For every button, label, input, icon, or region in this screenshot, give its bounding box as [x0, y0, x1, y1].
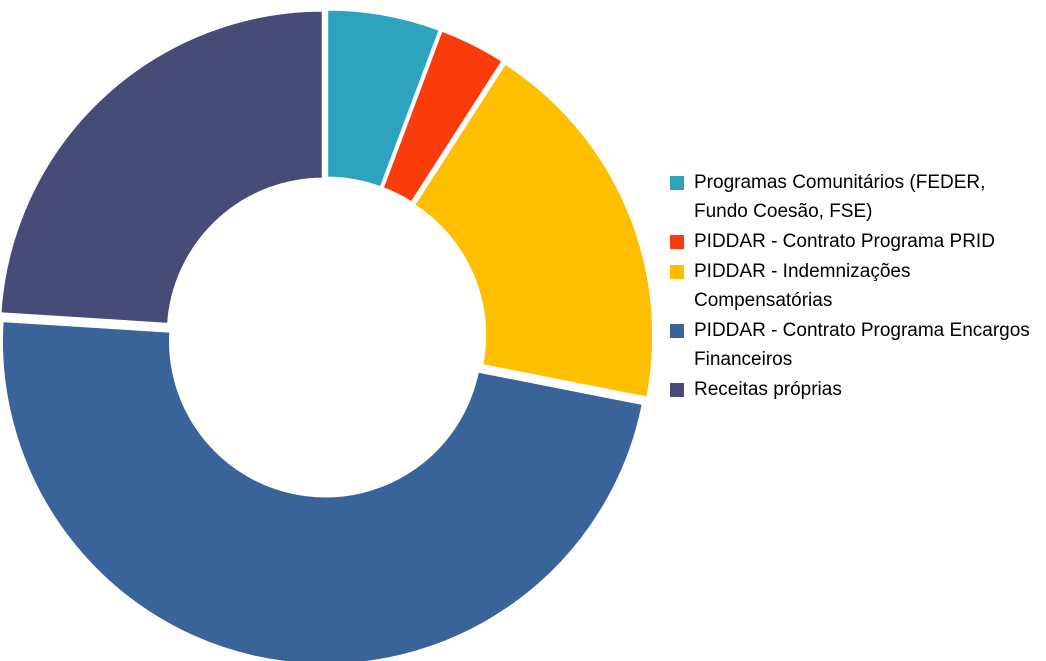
legend-item: PIDDAR - Indemnizações Compensatórias: [670, 257, 1040, 315]
legend-swatch: [670, 176, 684, 190]
legend-swatch: [670, 235, 684, 249]
legend-label: PIDDAR - Contrato Programa PRID: [694, 231, 995, 252]
legend-label: PIDDAR - Indemnizações Compensatórias: [694, 261, 911, 311]
donut-slice: [380, 28, 506, 206]
legend-item: PIDDAR - Contrato Programa PRID: [670, 227, 1040, 256]
legend-swatch: [670, 265, 684, 279]
legend-item: Programas Comunitários (FEDER, Fundo Coe…: [670, 168, 1040, 226]
donut: [0, 7, 656, 661]
legend-label: Programas Comunitários (FEDER, Fundo Coe…: [694, 172, 986, 222]
donut-slice: [0, 8, 325, 326]
legend: Programas Comunitários (FEDER, Fundo Coe…: [670, 168, 1040, 405]
legend-label: Receitas próprias: [694, 379, 842, 400]
donut-slice: [0, 319, 646, 661]
legend-swatch: [670, 383, 684, 397]
legend-swatch: [670, 324, 684, 338]
donut-slice: [411, 60, 656, 400]
legend-label: PIDDAR - Contrato Programa Encargos Fina…: [694, 320, 1030, 370]
legend-item: PIDDAR - Contrato Programa Encargos Fina…: [670, 316, 1040, 374]
legend-item: Receitas próprias: [670, 375, 1040, 404]
